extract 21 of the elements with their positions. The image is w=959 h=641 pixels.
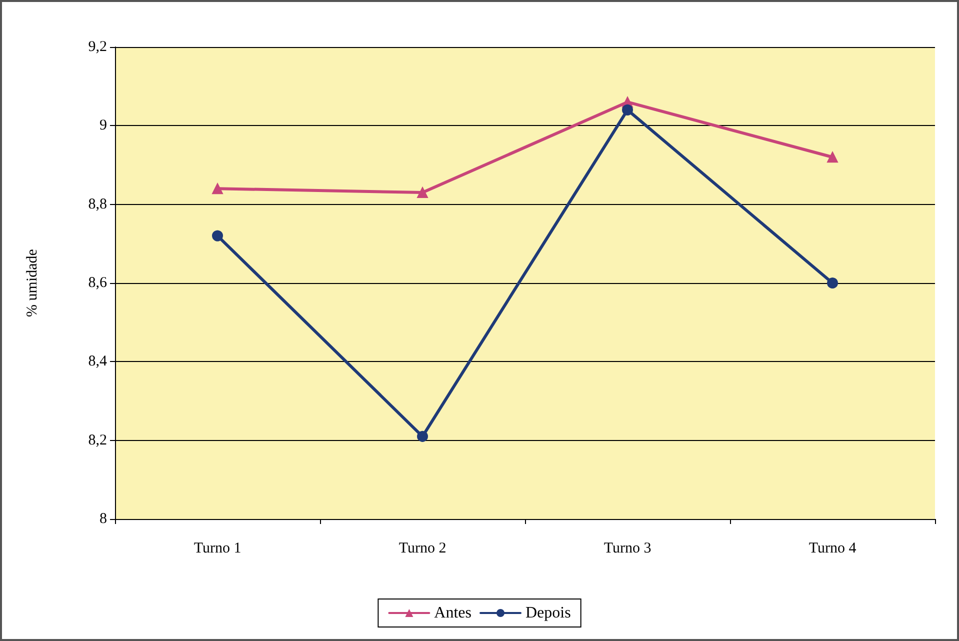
point: [212, 230, 223, 242]
y-tick-label: 8,6: [88, 275, 108, 291]
point: [417, 187, 428, 198]
x-tick-label: Turno 4: [808, 540, 857, 556]
point: [827, 152, 838, 163]
y-tick-label: 9,2: [88, 39, 107, 55]
y-tick-label: 8: [100, 511, 107, 527]
x-tick-label: Turno 1: [194, 540, 242, 556]
y-tick-label: 8,8: [88, 196, 107, 212]
point: [212, 183, 223, 194]
legend-label: Depois: [526, 604, 571, 622]
point: [827, 278, 838, 288]
point: [417, 430, 428, 442]
x-tick-label: Turno 2: [398, 540, 446, 556]
y-tick-label: 8,2: [88, 432, 107, 448]
legend-label: Antes: [434, 604, 472, 622]
point: [622, 104, 633, 116]
y-tick-label: 8,4: [88, 354, 108, 370]
y-axis-title: % umidade: [24, 248, 40, 317]
x-tick-label: Turno 3: [604, 540, 652, 556]
y-tick-label: 9: [100, 118, 107, 134]
